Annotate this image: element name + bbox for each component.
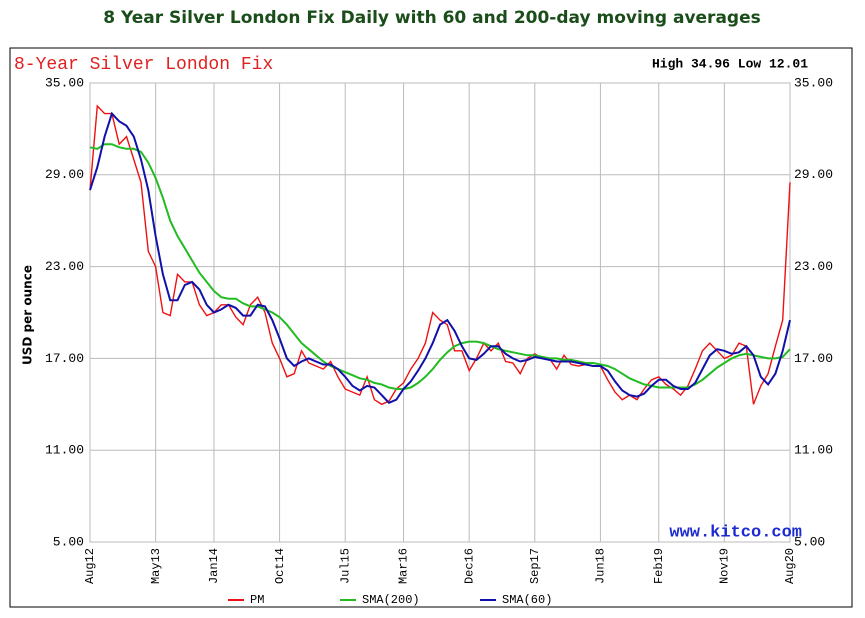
y-tick-label-right: 23.00	[794, 259, 833, 274]
x-tick-label: Aug12	[83, 548, 97, 584]
y-tick-label-right: 35.00	[794, 75, 833, 90]
y-tick-label: 35.00	[45, 75, 84, 90]
y-tick-label-right: 29.00	[794, 167, 833, 182]
chart-title: 8 Year Silver London Fix Daily with 60 a…	[103, 8, 760, 28]
y-tick-label: 11.00	[45, 443, 84, 458]
x-tick-label: Jun18	[594, 548, 608, 584]
legend-label: SMA(200)	[362, 593, 420, 607]
x-tick-label: Nov19	[718, 548, 732, 584]
x-tick-label: Mar16	[397, 548, 411, 584]
line-series	[89, 111, 791, 404]
x-tick-label: May13	[149, 548, 163, 584]
legend-label: SMA(60)	[502, 593, 552, 607]
y-tick-label-right: 5.00	[794, 534, 825, 549]
x-tick-label: Dec16	[462, 548, 476, 584]
y-tick-label-right: 11.00	[794, 443, 833, 458]
high-low: High 34.96 Low 12.01	[652, 56, 808, 71]
x-tick-label: Jul15	[338, 548, 352, 584]
chart-subtitle: 8-Year Silver London Fix	[14, 55, 273, 75]
line-series	[89, 104, 791, 406]
y-axis-label: USD per ounce	[21, 265, 35, 365]
y-tick-label: 23.00	[45, 259, 84, 274]
legend-label: PM	[250, 593, 264, 607]
y-tick-label-right: 17.00	[794, 351, 833, 366]
y-tick-label: 29.00	[45, 167, 84, 182]
x-tick-label: Oct14	[273, 548, 287, 584]
y-tick-label: 5.00	[53, 534, 84, 549]
watermark: www.kitco.com	[669, 523, 802, 542]
x-tick-label: Aug20	[783, 548, 797, 584]
x-tick-label: Jan14	[207, 548, 221, 584]
y-tick-label: 17.00	[45, 351, 84, 366]
x-tick-label: Feb19	[652, 548, 666, 584]
line-series	[89, 143, 791, 390]
plot-area	[89, 82, 791, 543]
x-tick-label: Sep17	[528, 548, 542, 584]
